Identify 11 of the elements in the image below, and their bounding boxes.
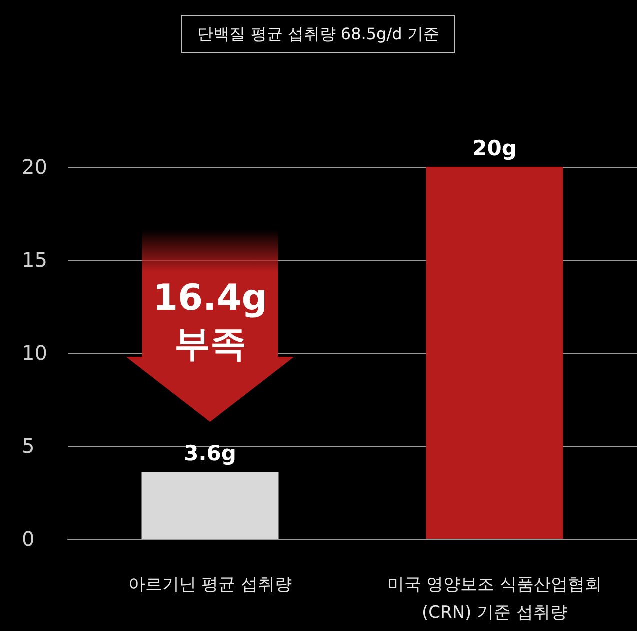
data-label: 20g bbox=[472, 136, 517, 160]
y-tick-label: 20 bbox=[22, 155, 48, 179]
x-tick-label: 아르기닌 평균 섭취량 bbox=[128, 575, 292, 595]
annotation: 16.4g 부족 bbox=[152, 278, 268, 365]
x-tick-label: 미국 영양보조 식품산업협회 (CRN) 기준 섭취량 bbox=[387, 575, 602, 623]
y-tick-label: 5 bbox=[22, 434, 35, 458]
data-label: 3.6g bbox=[184, 442, 236, 466]
y-tick-label: 15 bbox=[22, 248, 48, 272]
y-tick-label: 10 bbox=[22, 341, 48, 365]
y-tick-label: 0 bbox=[22, 527, 35, 551]
chart-subtitle: 단백질 평균 섭취량 68.5g/d 기준 bbox=[198, 24, 440, 44]
